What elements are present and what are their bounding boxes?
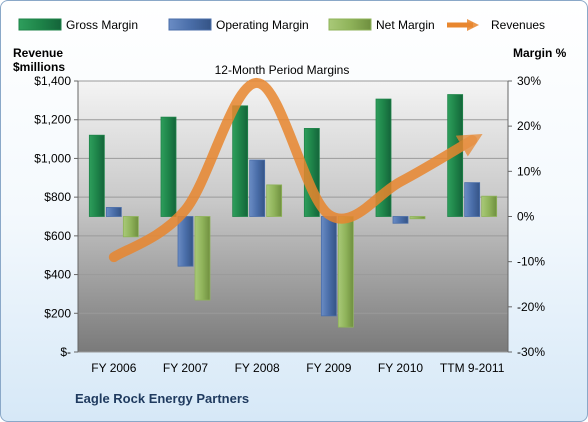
x-tick-label: FY 2009 [306,361,351,375]
bar-net-margin [481,195,498,217]
chart-title: 12-Month Period Margins [215,63,350,77]
legend-swatch-operating-margin [168,18,212,31]
bar-net-margin [409,216,426,220]
legend-label: Operating Margin [216,18,309,32]
company-name: Eagle Rock Energy Partners [75,391,249,406]
bar-operating-margin [392,216,409,224]
left-tick-label: $200 [44,306,71,320]
bar-gross-margin [232,105,249,217]
right-tick-label: 30% [517,74,541,88]
x-tick-label: FY 2010 [378,361,423,375]
legend-label: Gross Margin [66,18,138,32]
bar-operating-margin [249,159,266,217]
left-tick-label: $- [60,345,71,359]
bar-gross-margin [160,116,177,217]
bar-operating-margin [177,216,194,267]
revenue-line [108,77,483,263]
legend-swatch-gross-margin [18,18,62,31]
right-tick-label: -20% [517,300,545,314]
bar-net-margin [266,184,283,217]
bar-operating-margin [320,216,337,317]
left-tick-label: $600 [44,229,71,243]
x-axis: FY 2006 FY 2007 FY 2008 FY 2009 FY 2010 TTM 9… [91,361,504,375]
bar-net-margin [122,216,139,238]
right-tick-label: 20% [517,119,541,133]
x-tick-label: FY 2007 [163,361,208,375]
right-tick-label: -10% [517,255,545,269]
right-tick-label: 10% [517,164,541,178]
legend-label: Revenues [491,18,545,32]
bar-net-margin [194,216,211,301]
left-axis: $- $200 $400 $600 $800 $1,000 $1,200 $1,400 [34,74,79,359]
right-axis: -30% -20% -10% 0% 10% 20% 30% [507,74,545,359]
right-tick-label: 0% [517,210,535,224]
left-axis-title-line1: Revenue [13,46,63,60]
left-tick-label: $800 [44,190,71,204]
left-tick-label: $1,200 [34,113,71,127]
x-tick-label: TTM 9-2011 [440,361,505,375]
x-tick-label: FY 2008 [235,361,280,375]
bar-gross-margin [88,134,105,217]
plot-area [78,81,508,352]
right-tick-label: -30% [517,345,545,359]
left-tick-label: $400 [44,268,71,282]
x-tick-label: FY 2006 [91,361,136,375]
right-axis-title: Margin % [513,46,567,60]
bar-operating-margin [105,207,122,217]
left-axis-title-line2: $millions [13,60,65,74]
bar-net-margin [337,216,354,328]
revenue-line-group [108,77,483,263]
legend: Gross Margin Operating Margin Net Margin Re… [18,18,545,32]
left-tick-label: $1,000 [34,151,71,165]
legend-swatch-net-margin [328,18,372,31]
left-tick-label: $1,400 [34,74,71,88]
legend-label: Net Margin [376,18,435,32]
bar-operating-margin [464,182,481,217]
